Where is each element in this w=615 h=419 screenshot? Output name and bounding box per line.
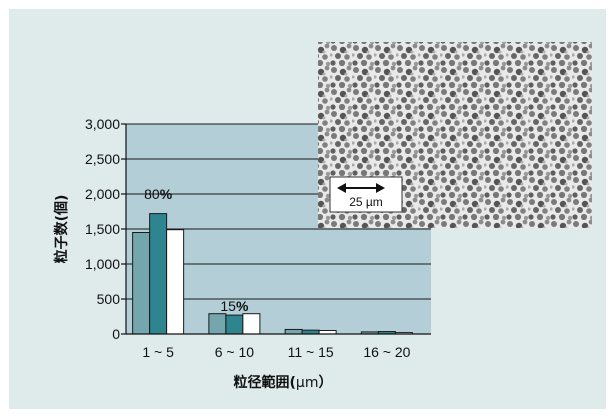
double-arrow-icon <box>337 183 385 193</box>
bar <box>225 314 244 335</box>
bar <box>242 313 261 335</box>
x-axis-title: 粒径範囲(μm） <box>234 374 333 391</box>
bars <box>132 213 413 335</box>
bar <box>208 313 227 335</box>
bar <box>284 328 303 335</box>
scale-bar-label: 25 µm <box>349 195 383 209</box>
y-tick-label: 500 <box>97 291 121 307</box>
y-ticks: 0 500 1,000 1,500 2,000 2,500 3,000 <box>85 116 126 342</box>
y-axis-title: 粒子数(個) <box>53 195 70 264</box>
bar <box>149 213 168 335</box>
percent-annotation: 15% <box>220 298 249 314</box>
y-tick-label: 1,000 <box>85 256 120 272</box>
percent-annotation: 80% <box>144 186 173 202</box>
y-tick-label: 0 <box>112 326 120 342</box>
y-tick-label: 3,000 <box>85 116 120 132</box>
micrograph-inset: 25 µm <box>318 42 592 228</box>
bar <box>132 232 151 335</box>
x-tick-label: 6 ~ 10 <box>215 344 255 360</box>
x-tick-label: 1 ~ 5 <box>142 344 174 360</box>
bar <box>166 229 185 335</box>
y-tick-label: 1,500 <box>85 221 120 237</box>
y-tick-label: 2,000 <box>85 186 120 202</box>
y-tick-label: 2,500 <box>85 151 120 167</box>
x-ticks: 1 ~ 5 6 ~ 10 11 ~ 15 16 ~ 20 <box>142 344 410 360</box>
x-tick-label: 16 ~ 20 <box>363 344 410 360</box>
annotations: 80% 15% <box>144 186 249 314</box>
scale-bar-box <box>329 176 403 213</box>
x-tick-label: 11 ~ 15 <box>288 344 334 360</box>
